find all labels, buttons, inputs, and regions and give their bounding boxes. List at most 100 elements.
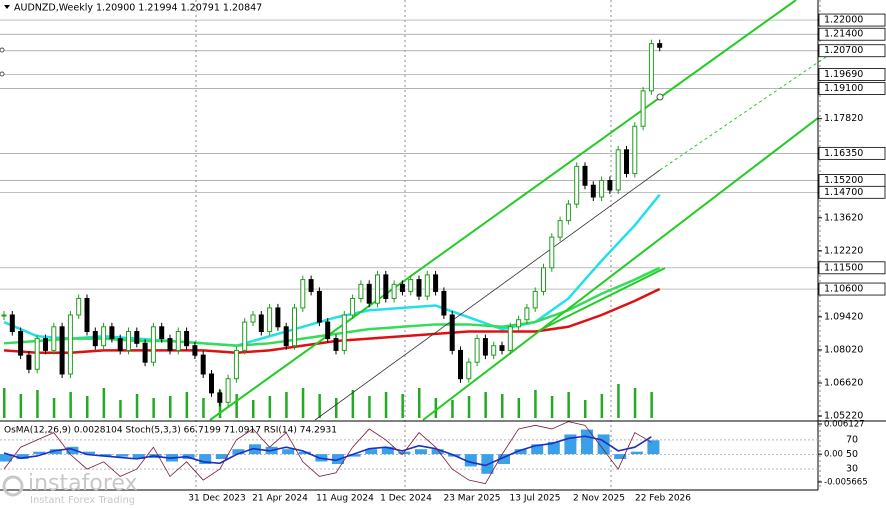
- candle-body: [258, 314, 264, 333]
- watermark-text: instaforex: [28, 471, 138, 496]
- x-tick-label: 31 Dec 2023: [188, 494, 246, 504]
- volume-bar: [268, 396, 272, 418]
- candle-body: [358, 283, 364, 299]
- y-tick-label: -0.005665: [824, 478, 868, 488]
- osma-bar: [298, 451, 311, 455]
- volume-bar: [567, 392, 570, 418]
- volume-bar: [550, 396, 554, 418]
- candle-body: [43, 338, 48, 351]
- x-axis: 31 Dec 2023 21 Apr 2024 11 Aug 2024 1 Dec 2…: [188, 494, 691, 504]
- volume-bar: [401, 394, 404, 418]
- candle-body: [375, 274, 380, 304]
- candle-body: [549, 236, 555, 269]
- x-tick-label: 2 Nov 2025: [573, 494, 625, 504]
- candle-body: [233, 349, 239, 380]
- candle-body: [408, 279, 414, 292]
- candle-body: [292, 307, 297, 347]
- y-tick-label: 1.05220: [824, 410, 863, 421]
- candle-body: [92, 331, 98, 347]
- volume-bar: [517, 398, 521, 418]
- volume-bar: [119, 400, 122, 418]
- y-tick-label: 1.20700: [824, 45, 863, 56]
- osma-bar: [199, 454, 212, 464]
- candle-body: [316, 290, 322, 323]
- y-tick-label: 1.10600: [824, 284, 863, 295]
- candle-body: [159, 326, 165, 340]
- y-label-box: [818, 282, 886, 296]
- watermark: instaforex Instant Forex Trading: [2, 471, 138, 506]
- y-label-box: [818, 27, 886, 41]
- volume-bar: [301, 388, 305, 418]
- volume-bar: [650, 392, 653, 418]
- candle-body: [391, 283, 397, 299]
- candle-body: [26, 354, 32, 370]
- candle-body: [126, 331, 131, 351]
- osma-bar: [431, 449, 444, 455]
- osma-bar: [132, 454, 145, 460]
- osma-bar: [116, 454, 129, 457]
- y-tick-label: 1.08020: [824, 344, 863, 355]
- osma-bar: [66, 446, 79, 455]
- candle-body: [250, 314, 256, 323]
- y-label-box: [818, 185, 886, 199]
- volume-bar: [335, 398, 338, 418]
- volume-bar: [52, 398, 56, 418]
- candle-body: [565, 203, 571, 222]
- osma-bar: [398, 451, 411, 455]
- candle-body: [516, 319, 522, 328]
- watermark-subtext: Instant Forex Trading: [30, 495, 135, 506]
- volume-bar: [484, 392, 487, 418]
- y-tick-label: 1.21400: [824, 29, 863, 40]
- candle-body: [1, 314, 7, 317]
- candle-body: [615, 149, 621, 191]
- indicator-title: OsMA(12,26,9) 0.0028104 Stoch(5,3,3) 66.…: [4, 426, 337, 436]
- osma-bar: [282, 449, 295, 455]
- candle-body: [557, 220, 563, 238]
- x-tick-label: 13 Jul 2025: [510, 494, 561, 504]
- candle-body: [59, 326, 65, 375]
- candle-body: [574, 165, 580, 205]
- volume-bar: [285, 392, 288, 418]
- volume-bar: [19, 394, 23, 418]
- oscillator-line: [3, 435, 652, 467]
- osma-bar: [614, 454, 627, 460]
- candle-body: [275, 307, 281, 328]
- candle-body: [424, 274, 430, 297]
- volume-bar: [202, 398, 205, 418]
- osma-bar: [498, 454, 510, 464]
- candle-body: [18, 331, 24, 356]
- candle-body: [624, 149, 629, 174]
- volume-bar: [351, 390, 355, 418]
- osma-bar: [83, 451, 95, 455]
- channel-lower: [422, 117, 819, 421]
- y-tick-label: 1.19100: [824, 83, 863, 94]
- osma-bar: [49, 449, 62, 455]
- volume-bar: [135, 394, 139, 418]
- candle-body: [142, 342, 148, 363]
- y-tick-label: 1.06620: [824, 377, 863, 388]
- trendlines: [209, 0, 846, 421]
- candle-body: [350, 297, 356, 316]
- candle-body: [9, 314, 15, 333]
- chart-title: AUDNZD,Weekly: [14, 3, 93, 14]
- volume-bar: [3, 388, 6, 418]
- volume-bar: [534, 390, 537, 418]
- osma-bar: [232, 449, 245, 455]
- candle-body: [366, 283, 372, 304]
- watermark-logo: [2, 475, 24, 497]
- volume-bar: [368, 396, 371, 418]
- osma-bar: [531, 444, 544, 455]
- y-tick-label: 1.17820: [824, 113, 863, 124]
- volume-bar: [36, 390, 39, 418]
- candle-body: [308, 279, 314, 292]
- y-tick-label: 1.22000: [824, 15, 863, 26]
- menu-arrow: [4, 5, 10, 9]
- candle-body: [225, 378, 231, 403]
- candle-body: [458, 349, 463, 380]
- y-label-box: [818, 44, 886, 58]
- volume-bar: [434, 398, 438, 418]
- marker: [0, 71, 5, 77]
- price-axis: 1.22000 1.21400 1.20700 1.19690 1.19100 1.178…: [818, 13, 886, 421]
- y-tick-label: 1.12220: [824, 245, 863, 256]
- y-label-box: [818, 68, 886, 81]
